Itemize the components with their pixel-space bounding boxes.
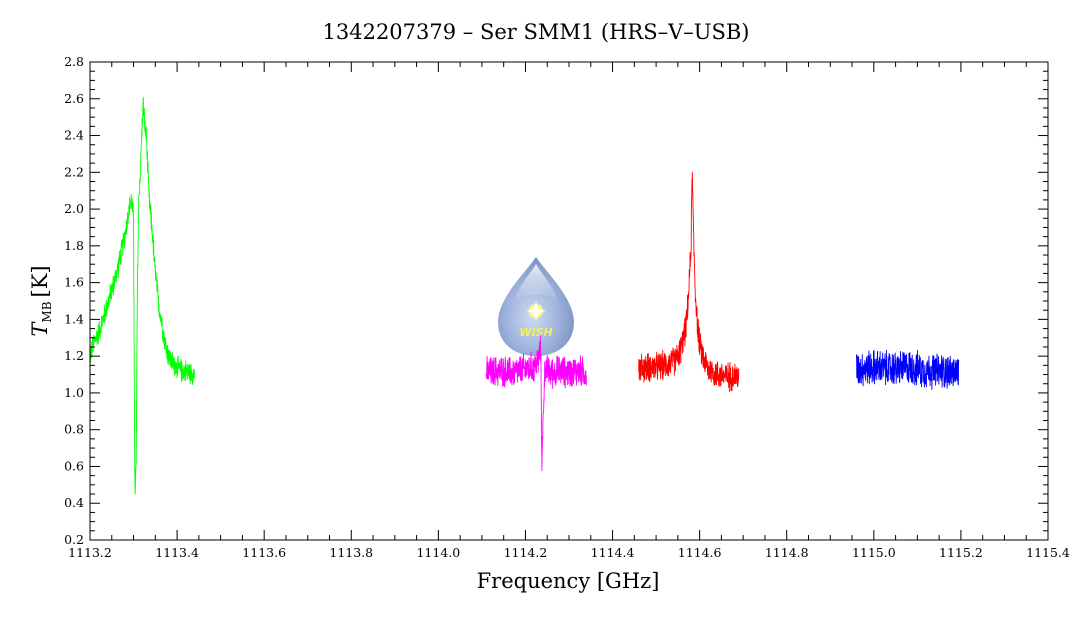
y-tick-label: 2.2 [64,164,84,179]
x-tick-label: 1114.0 [416,545,460,560]
y-axis-label-unit: [K] [28,265,52,297]
axis-ticks [89,61,1049,541]
y-tick-labels: 0.2 0.4 0.6 0.8 1.0 1.2 1.4 1.6 1.8 2.0 2.2 2.4 2.6 2… [64,54,84,547]
x-tick-label: 1113.2 [68,545,112,560]
y-axis-label-main: T [28,321,52,337]
x-tick-label: 1115.2 [939,545,983,560]
y-tick-label: 1.0 [64,385,84,400]
y-tick-label: 1.4 [64,311,84,326]
chart-title: 1342207379 – Ser SMM1 (HRS–V–USB) [323,20,750,44]
y-tick-label: 0.6 [64,458,84,473]
x-tick-label: 1115.4 [1026,545,1070,560]
x-tick-label: 1114.6 [678,545,722,560]
spectrum-series-3 [638,171,740,392]
spectrum-series-1 [89,96,195,495]
x-tick-labels: 1113.2 1113.4 1113.6 1113.8 1114.0 1114.2 1114… [68,545,1070,560]
x-tick-label: 1115.0 [852,545,896,560]
x-tick-label: 1113.6 [242,545,286,560]
y-tick-label: 1.6 [64,275,84,290]
x-axis-label: Frequency [GHz] [477,569,660,593]
y-tick-label: 2.8 [64,54,84,69]
spectrum-series-2 [485,334,587,472]
y-tick-label: 2.4 [64,128,84,143]
wish-logo-icon: WISH [498,257,574,356]
y-axis-label: TMB [K] [28,265,54,336]
y-tick-label: 1.2 [64,348,84,363]
logo-text: WISH [519,326,552,339]
y-tick-label: 2.6 [64,91,84,106]
x-tick-label: 1113.4 [155,545,199,560]
spectrum-series-4 [855,349,960,390]
x-tick-label: 1114.8 [765,545,809,560]
y-tick-label: 0.2 [64,532,84,547]
y-axis-label-sub: MB [40,301,54,322]
y-tick-label: 0.8 [64,422,84,437]
y-tick-label: 2.0 [64,201,84,216]
y-tick-label: 1.8 [64,238,84,253]
y-tick-label: 0.4 [64,495,84,510]
x-tick-label: 1114.2 [504,545,548,560]
x-tick-label: 1114.4 [591,545,635,560]
svg-text:TMB[K]: TMB [K] [28,265,54,336]
spectra [89,96,960,495]
plot-frame [89,61,1049,541]
x-tick-label: 1113.8 [329,545,373,560]
